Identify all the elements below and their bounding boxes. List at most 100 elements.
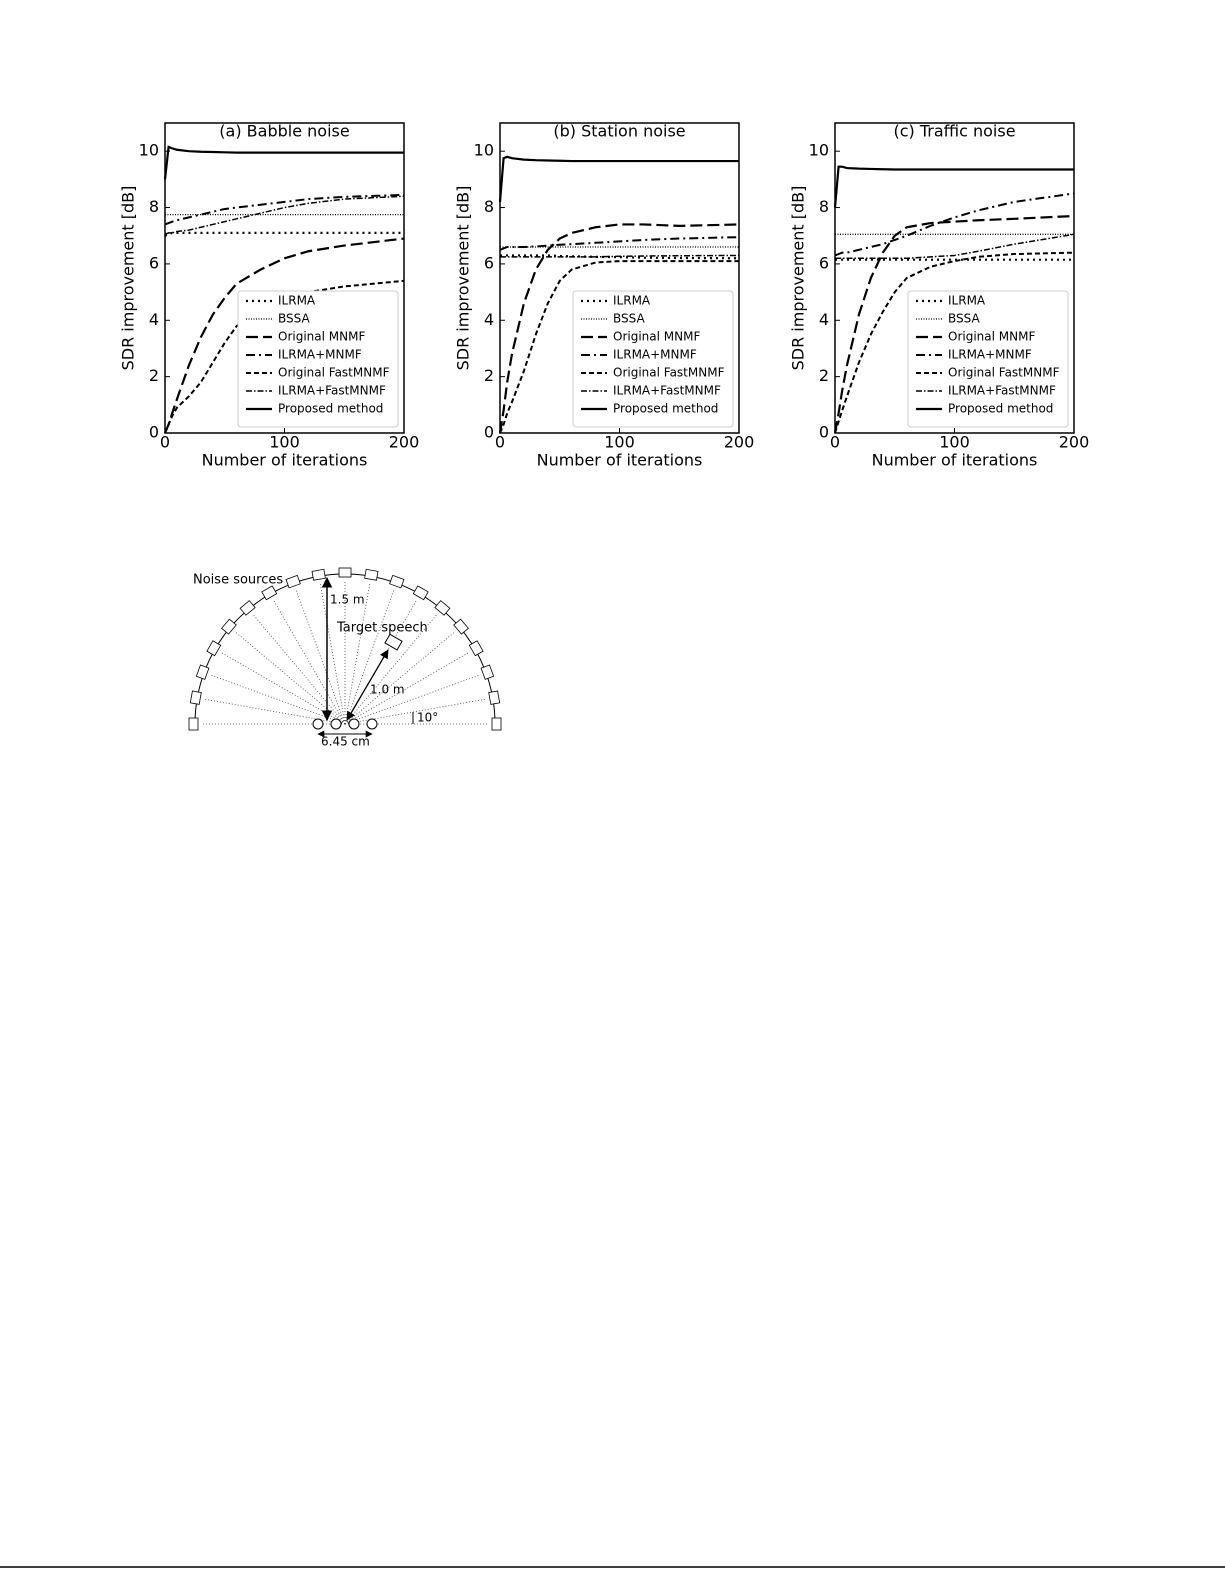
noise-source: [338, 567, 352, 578]
x-tick-label: 0: [160, 433, 170, 452]
chart-title: (a) Babble noise: [219, 122, 349, 141]
x-tick-label: 200: [389, 433, 420, 452]
legend-label: Original FastMNMF: [278, 366, 390, 380]
microphone: [312, 718, 324, 730]
y-axis-label: SDR improvement [dB]: [119, 186, 138, 371]
legend-label: BSSA: [278, 312, 310, 326]
legend-label: ILRMA: [278, 294, 316, 308]
microphone: [366, 718, 378, 730]
noise-source: [491, 717, 502, 731]
legend-label: ILRMA+MNMF: [278, 348, 362, 362]
legend-box: [907, 290, 1069, 428]
noise-source: [285, 574, 301, 589]
legend-label: ILRMA+MNMF: [613, 348, 697, 362]
noise-source: [453, 618, 469, 635]
x-axis-label: Number of iterations: [872, 451, 1038, 470]
legend-label: Proposed method: [613, 402, 718, 416]
series-line: [164, 195, 405, 236]
series-line: [164, 231, 404, 237]
microphone: [330, 718, 342, 730]
noise-source: [189, 690, 202, 705]
y-tick-label: 4: [149, 310, 159, 329]
legend-label: Original MNMF: [948, 330, 1035, 344]
noise-source: [468, 640, 484, 657]
diagram-label: Noise sources: [193, 573, 283, 588]
legend-label: ILRMA: [613, 294, 651, 308]
y-tick-label: 10: [474, 141, 494, 160]
series-line: [500, 254, 740, 260]
noise-source: [206, 640, 222, 657]
noise-source: [364, 568, 379, 581]
setup-diagram: Noise sources 1.5 m Target speech 1.0 m …: [188, 567, 502, 749]
legend-label: ILRMA+FastMNMF: [948, 384, 1056, 398]
x-axis-label: Number of iterations: [202, 451, 368, 470]
y-axis-label: SDR improvement [dB]: [789, 186, 808, 371]
x-tick-label: 200: [1059, 433, 1090, 452]
y-tick-label: 10: [809, 141, 829, 160]
legend-label: ILRMA+FastMNMF: [278, 384, 386, 398]
x-tick-label: 0: [830, 433, 840, 452]
target-arrow: [346, 649, 389, 721]
diagram-label: 1.0 m: [370, 683, 405, 697]
legend-label: ILRMA+FastMNMF: [613, 384, 721, 398]
y-tick-label: 2: [149, 366, 159, 385]
noise-source: [239, 600, 256, 616]
y-tick-label: 8: [149, 197, 159, 216]
series-line: [835, 233, 1075, 260]
legend-label: Original MNMF: [613, 330, 700, 344]
series-line: [499, 260, 739, 434]
plot-frame: [164, 122, 405, 434]
diagram-label: 10°: [417, 711, 438, 725]
legend-label: ILRMA: [948, 294, 986, 308]
series-line: [163, 237, 405, 434]
legend-label: Original FastMNMF: [948, 366, 1060, 380]
y-tick-label: 8: [484, 197, 494, 216]
series-line: [498, 223, 740, 434]
legend-box: [237, 290, 399, 428]
x-tick-label: 100: [269, 433, 300, 452]
legend-box: [572, 290, 734, 428]
x-tick-label: 100: [604, 433, 635, 452]
series-line: [833, 165, 1074, 208]
series-line: [498, 155, 739, 202]
y-tick-label: 0: [484, 423, 494, 442]
series-line: [164, 279, 405, 434]
series-line: [163, 145, 404, 180]
diagram-label: 6.45 cm: [321, 735, 370, 749]
y-tick-label: 0: [819, 423, 829, 442]
noise-source: [389, 574, 405, 589]
series-line: [164, 193, 405, 226]
y-tick-label: 10: [139, 141, 159, 160]
y-tick-label: 8: [819, 197, 829, 216]
y-tick-label: 4: [484, 310, 494, 329]
series-line: [834, 251, 1075, 434]
series-line: [834, 192, 1075, 257]
plot-frame: [499, 122, 740, 434]
y-tick-label: 2: [819, 366, 829, 385]
noise-source: [311, 568, 326, 581]
legend-label: Original FastMNMF: [613, 366, 725, 380]
series-line: [499, 236, 740, 251]
y-axis-label: SDR improvement [dB]: [454, 186, 473, 371]
legend-label: Proposed method: [948, 402, 1053, 416]
legend-label: Original MNMF: [278, 330, 365, 344]
plot-frame: [834, 122, 1075, 434]
diagram-label: 1.5 m: [330, 593, 365, 607]
y-tick-label: 6: [149, 253, 159, 272]
y-tick-label: 6: [484, 253, 494, 272]
y-tick-label: 0: [149, 423, 159, 442]
series-line: [833, 214, 1075, 434]
chart-title: (c) Traffic noise: [893, 122, 1015, 141]
noise-source: [412, 585, 429, 601]
noise-source: [221, 618, 237, 635]
x-tick-label: 100: [939, 433, 970, 452]
diagram-label: Target speech: [336, 621, 428, 636]
noise-source: [434, 600, 451, 616]
chart-title: (b) Station noise: [553, 122, 685, 141]
y-tick-label: 2: [484, 366, 494, 385]
